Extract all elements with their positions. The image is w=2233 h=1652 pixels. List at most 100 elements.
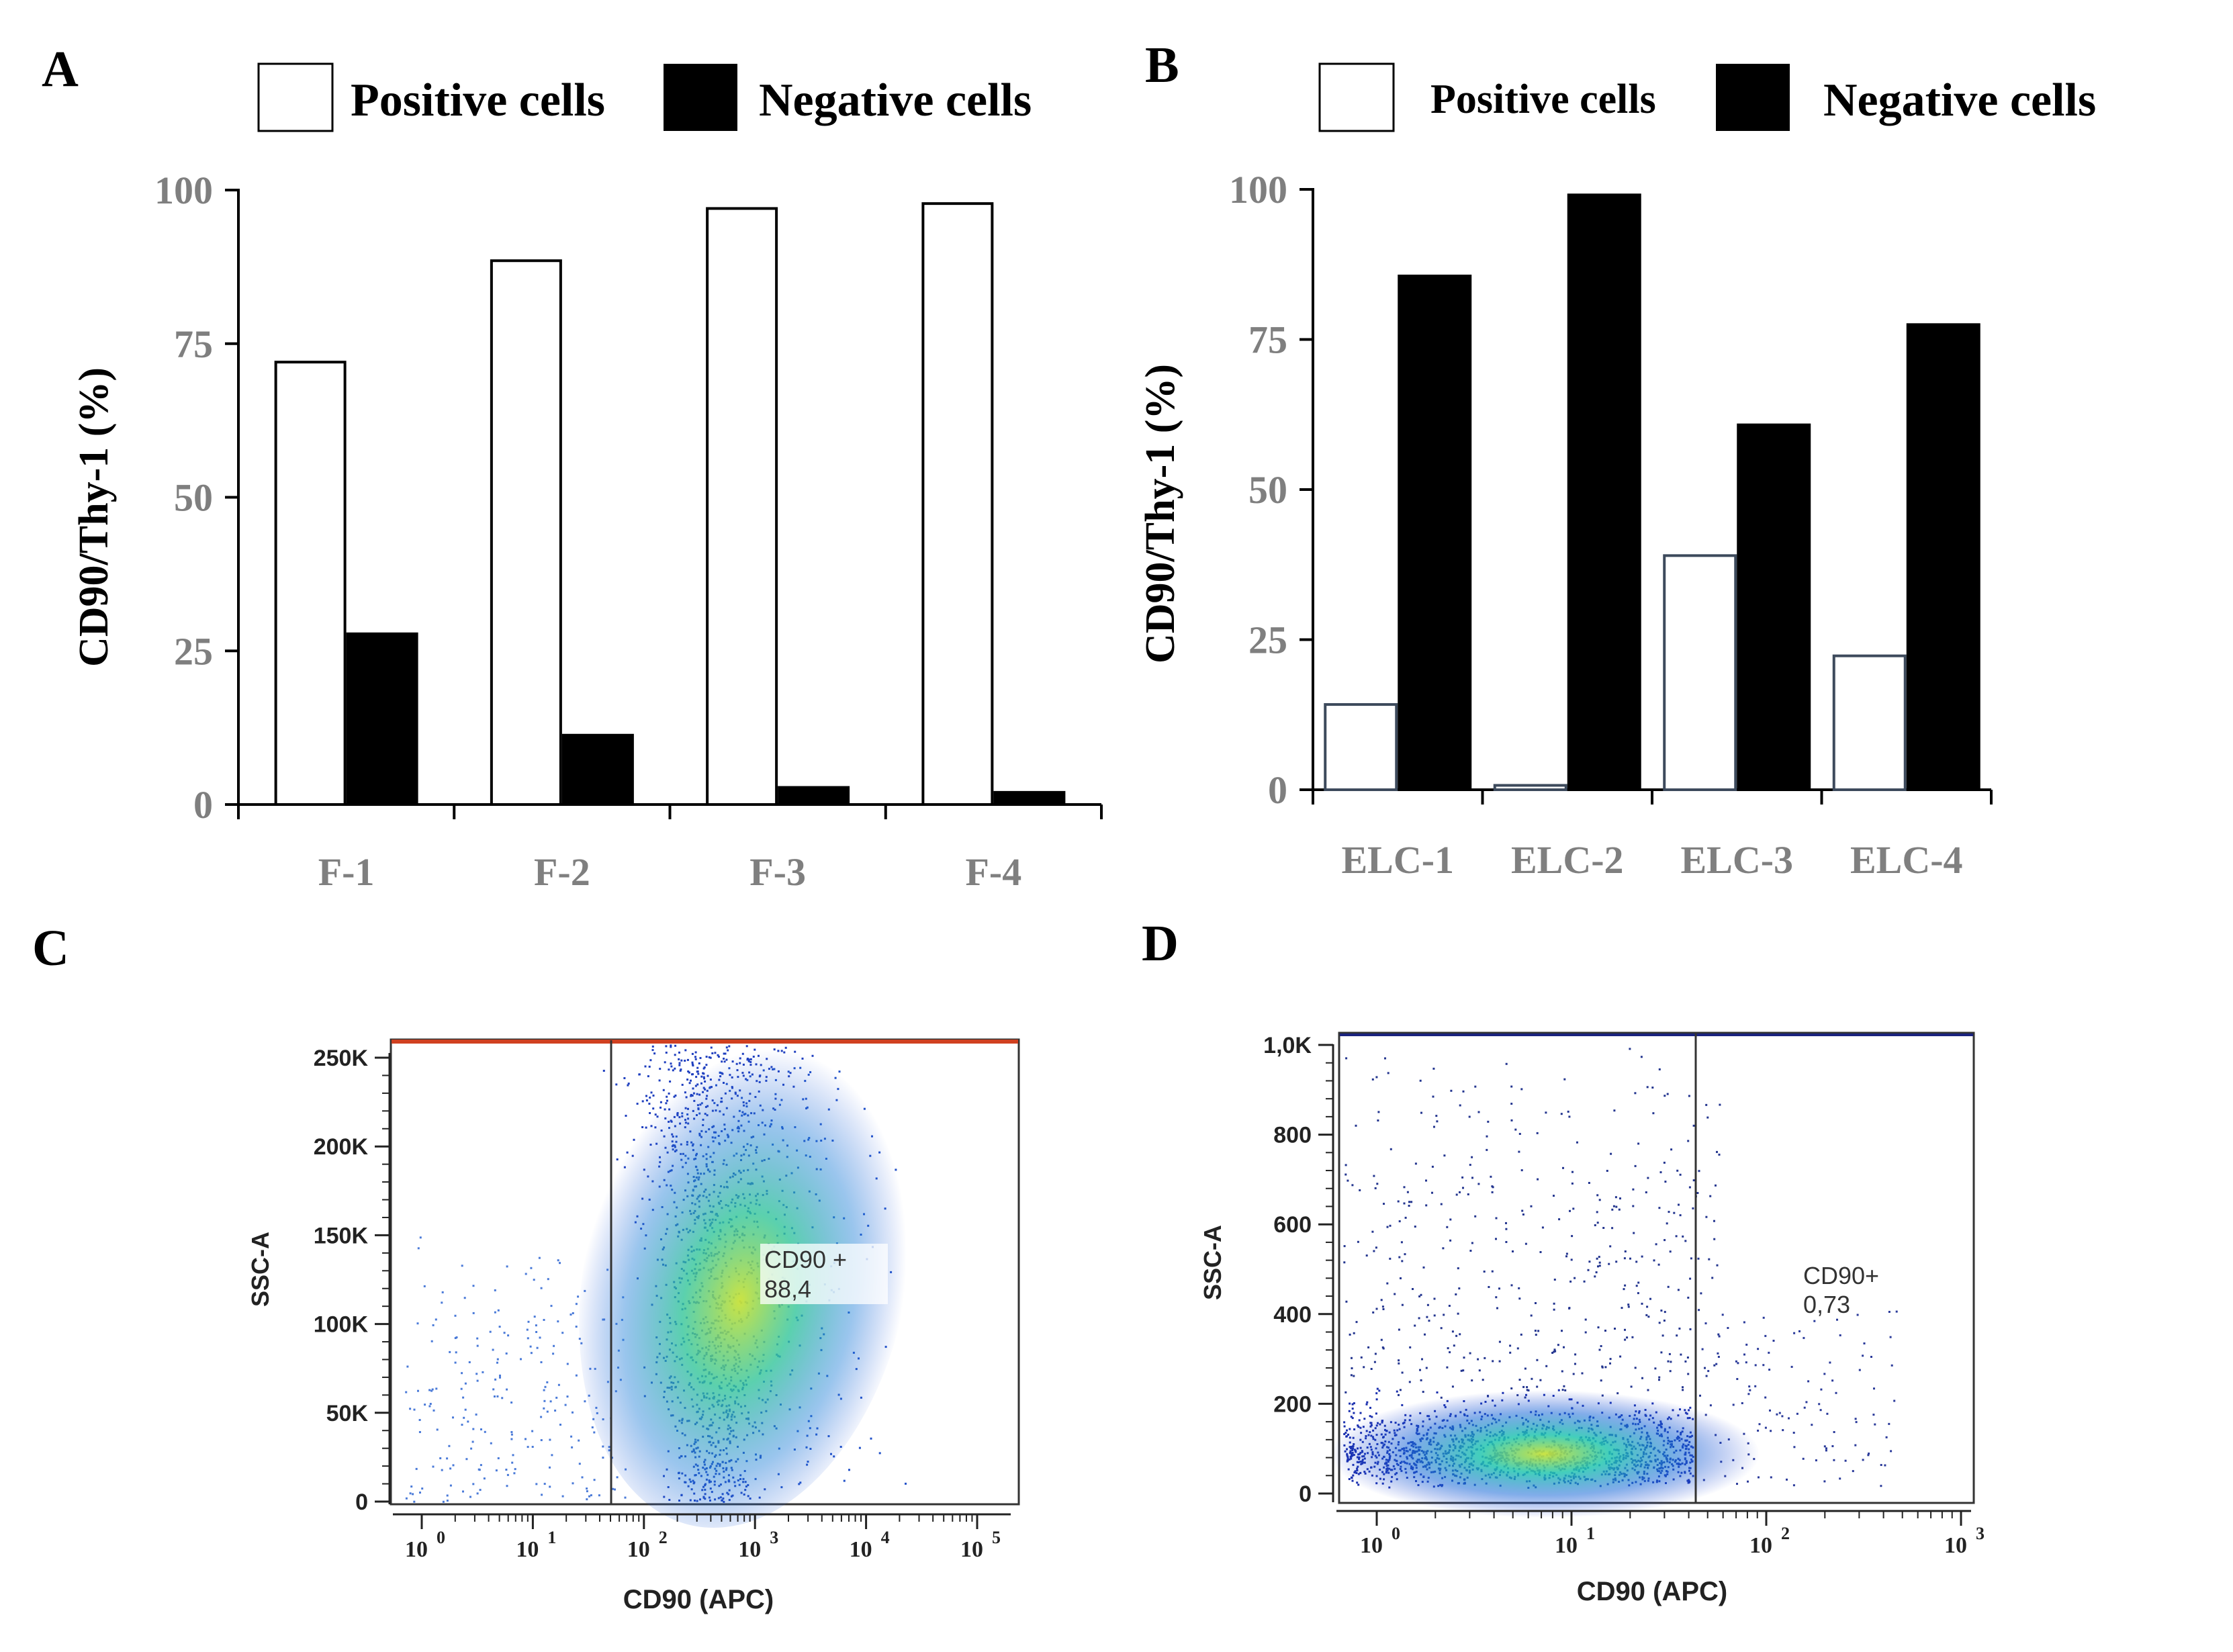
event-dot <box>476 1337 479 1340</box>
event-dot <box>1653 1259 1655 1262</box>
event-dot <box>1745 1343 1748 1346</box>
event-dot <box>475 1373 478 1375</box>
event-dot <box>572 1482 574 1485</box>
event-dot <box>1491 1270 1494 1273</box>
event-dot <box>1351 1417 1354 1420</box>
event-dot <box>1858 1369 1861 1371</box>
event-dot <box>431 1388 434 1391</box>
event-dot <box>1569 1209 1571 1212</box>
event-dot <box>1698 1170 1700 1173</box>
event-dot <box>1400 1241 1403 1244</box>
event-dot <box>1618 1208 1621 1211</box>
event-dot <box>1757 1429 1760 1432</box>
event-dot <box>1597 1326 1600 1329</box>
event-dot <box>1431 1191 1433 1194</box>
event-dot <box>680 1059 683 1062</box>
event-dot <box>1419 1369 1421 1371</box>
plot-d-xlabel: CD90 (APC) <box>1577 1577 1727 1606</box>
event-dot <box>870 1437 872 1440</box>
legend-b-positive-swatch <box>1318 62 1395 132</box>
event-dot <box>1345 1173 1347 1176</box>
event-dot <box>627 1083 630 1085</box>
event-dot <box>1880 1464 1882 1466</box>
event-dot <box>1520 1333 1522 1336</box>
event-dot <box>1736 1483 1738 1485</box>
event-dot <box>1715 1363 1718 1365</box>
event-dot <box>1358 1419 1361 1422</box>
y-tick-label: 1,0K <box>1263 1033 1312 1058</box>
event-dot <box>1553 1350 1555 1353</box>
event-dot <box>441 1291 444 1293</box>
event-dot <box>1442 1247 1445 1250</box>
x-tick-exponent: 2 <box>1781 1524 1790 1543</box>
event-dot <box>1535 1334 1537 1336</box>
event-dot <box>1576 1141 1578 1144</box>
event-dot <box>1545 1365 1548 1367</box>
y-tick-label: 250K <box>314 1046 369 1071</box>
event-dot <box>418 1419 421 1421</box>
event-dot <box>538 1256 541 1259</box>
event-dot <box>1598 1265 1601 1267</box>
event-dot <box>564 1404 567 1406</box>
event-dot <box>452 1416 454 1419</box>
event-dot <box>454 1361 457 1364</box>
event-dot <box>1469 1164 1471 1166</box>
event-dot <box>670 1065 673 1068</box>
y-tick-label: 100 <box>1229 168 1287 212</box>
event-dot <box>557 1320 559 1323</box>
event-dot <box>678 1058 680 1060</box>
bar-b-positive-elc-1 <box>1324 703 1398 791</box>
event-dot <box>452 1464 455 1467</box>
event-dot <box>449 1350 451 1353</box>
event-dot <box>686 1058 689 1061</box>
event-dot <box>586 1490 588 1493</box>
event-dot <box>1770 1476 1772 1479</box>
x-tick-label: 10 <box>850 1537 872 1562</box>
plot-c-density <box>579 1023 912 1528</box>
event-dot <box>525 1438 527 1440</box>
event-dot <box>1635 1260 1638 1263</box>
event-dot <box>549 1400 552 1403</box>
event-dot <box>591 1426 594 1428</box>
event-dot <box>1553 1308 1555 1311</box>
event-dot <box>1823 1445 1826 1448</box>
event-dot <box>1449 1218 1452 1221</box>
event-dot <box>1704 1367 1706 1369</box>
event-dot <box>1758 1423 1761 1426</box>
bar-a-negative-f-2 <box>561 733 634 805</box>
event-dot <box>1709 1195 1712 1197</box>
legend-b-negative-label: Negative cells <box>1823 75 2096 126</box>
y-tick-label: 800 <box>1273 1123 1312 1148</box>
x-tick-label: F-2 <box>534 850 590 894</box>
event-dot <box>497 1309 500 1312</box>
event-dot <box>1598 1256 1600 1258</box>
event-dot <box>1811 1424 1813 1426</box>
event-dot <box>1667 1285 1670 1288</box>
event-dot <box>498 1326 501 1328</box>
y-tick-label: 75 <box>1248 318 1287 362</box>
event-dot <box>462 1396 465 1399</box>
event-dot <box>1462 1090 1465 1093</box>
event-dot <box>549 1485 551 1488</box>
event-dot <box>1462 1187 1464 1189</box>
event-dot <box>1815 1459 1817 1462</box>
event-dot <box>1687 1373 1690 1375</box>
event-dot <box>1490 1175 1492 1178</box>
event-dot <box>1719 1103 1721 1106</box>
event-dot <box>1553 1279 1556 1281</box>
event-dot <box>1641 1302 1643 1305</box>
event-dot <box>555 1396 558 1399</box>
event-dot <box>1571 1182 1574 1185</box>
event-dot <box>505 1352 508 1355</box>
event-dot <box>1666 1222 1668 1225</box>
event-dot <box>1360 1356 1363 1359</box>
x-tick-label: 10 <box>738 1537 761 1562</box>
event-dot <box>1624 1338 1627 1341</box>
event-dot <box>1398 1220 1401 1223</box>
event-dot <box>1713 1238 1716 1240</box>
event-dot <box>1492 1360 1494 1363</box>
event-dot <box>1433 1297 1436 1300</box>
event-dot <box>505 1469 508 1471</box>
event-dot <box>1455 1293 1457 1295</box>
event-dot <box>1790 1365 1793 1368</box>
